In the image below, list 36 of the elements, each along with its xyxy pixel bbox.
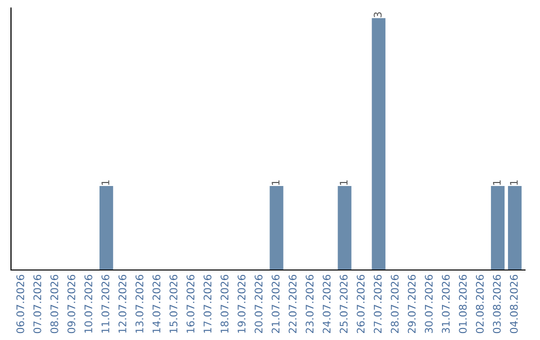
x-tick-label: 13.07.2026	[135, 274, 144, 333]
x-tick-label: 02.08.2026	[476, 274, 484, 334]
x-tick-label: 19.07.2026	[238, 274, 246, 333]
x-tick-label: 04.08.2026	[510, 274, 518, 334]
data-label: 1	[510, 180, 518, 185]
x-tick-label: 23.07.2026	[306, 274, 314, 334]
x-tick-label: 28.07.2026	[390, 274, 399, 334]
x-tick-label: 08.07.2026	[50, 274, 58, 334]
x-tick-label: 09.07.2026	[67, 274, 76, 334]
x-tick-label: 12.07.2026	[118, 274, 126, 333]
x-tick-label: 27.07.2026	[374, 274, 382, 334]
x-tick-label: 14.07.2026	[152, 274, 160, 333]
x-tick-label: 11.07.2026	[101, 274, 110, 333]
x-tick-label: 01.08.2026	[458, 274, 467, 334]
x-tick-label: 18.07.2026	[220, 274, 228, 333]
x-tick-label: 15.07.2026	[170, 274, 178, 333]
x-tick-label: 16.07.2026	[186, 274, 194, 333]
x-tick-label: 24.07.2026	[322, 274, 331, 334]
data-label: 1	[102, 180, 110, 185]
x-tick-label: 20.07.2026	[254, 274, 263, 334]
x-tick-label: 10.07.2026	[84, 274, 92, 333]
x-tick-label: 06.07.2026	[16, 274, 24, 334]
x-tick-label: 29.07.2026	[408, 274, 416, 334]
data-label: 3	[374, 12, 382, 18]
x-tick-label: 17.07.2026	[204, 274, 212, 333]
x-tick-label: 22.07.2026	[288, 274, 297, 334]
x-tick-label: 30.07.2026	[424, 274, 433, 334]
x-tick-label: 07.07.2026	[33, 274, 42, 334]
data-label: 1	[340, 180, 348, 185]
x-tick-label: 25.07.2026	[340, 274, 348, 334]
x-tick-label: 26.07.2026	[356, 274, 365, 334]
data-label: 1	[493, 180, 501, 185]
x-tick-label: 31.07.2026	[442, 274, 450, 334]
x-tick-label: 03.08.2026	[492, 274, 501, 334]
data-label: 1	[272, 180, 280, 185]
x-tick-label: 21.07.2026	[272, 274, 280, 334]
